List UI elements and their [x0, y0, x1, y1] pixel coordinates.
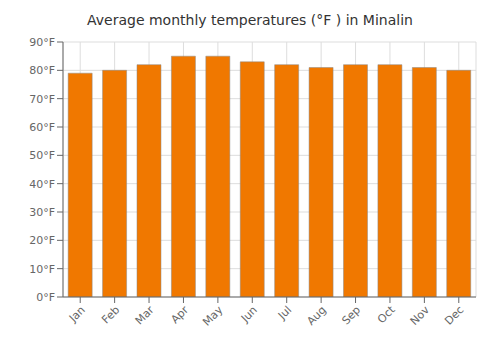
svg-text:40°F: 40°F [29, 178, 55, 191]
svg-text:Jul: Jul [275, 303, 294, 322]
svg-text:80°F: 80°F [29, 64, 55, 77]
svg-text:20°F: 20°F [29, 234, 55, 247]
svg-text:Jan: Jan [66, 303, 88, 325]
svg-text:May: May [200, 303, 226, 329]
svg-text:Apr: Apr [168, 303, 191, 326]
svg-text:90°F: 90°F [29, 36, 55, 49]
svg-text:Feb: Feb [99, 303, 122, 326]
svg-text:60°F: 60°F [29, 121, 55, 134]
svg-text:Aug: Aug [304, 303, 328, 327]
svg-text:Nov: Nov [408, 303, 433, 328]
svg-text:Mar: Mar [133, 303, 157, 327]
svg-text:Dec: Dec [442, 303, 466, 327]
svg-text:30°F: 30°F [29, 206, 55, 219]
svg-text:Oct: Oct [375, 303, 398, 326]
svg-text:Jun: Jun [238, 303, 260, 325]
svg-text:50°F: 50°F [29, 149, 55, 162]
svg-text:0°F: 0°F [36, 291, 55, 304]
html-text:Average monthly temperatures (: Average monthly temperatures (°F ) in Mi… [87, 12, 413, 28]
svg-text:70°F: 70°F [29, 93, 55, 106]
svg-text:10°F: 10°F [29, 263, 55, 276]
svg-text:Sep: Sep [339, 303, 363, 327]
